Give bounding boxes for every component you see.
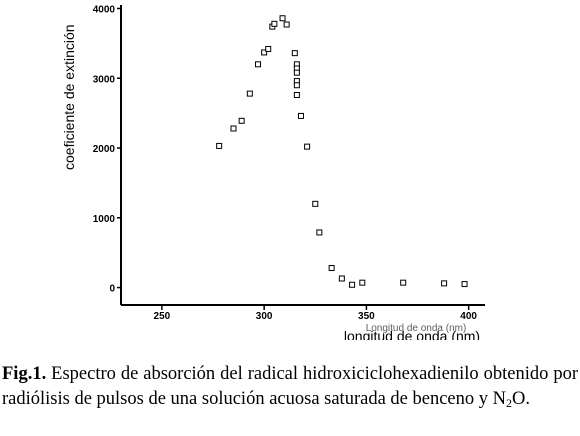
data-point	[216, 142, 223, 149]
x-tick-label: 400	[460, 311, 477, 322]
data-point	[316, 229, 323, 236]
data-point	[359, 279, 366, 286]
y-tick-label: 0	[109, 284, 115, 295]
x-axis-label: longitud de onda (nm)	[344, 328, 480, 340]
data-point	[297, 112, 304, 119]
caption-text: Espectro de absorción del radical hidrox…	[2, 364, 578, 409]
figure-caption: Fig.1. Espectro de absorción del radical…	[2, 362, 578, 412]
data-point	[338, 275, 345, 282]
chart-ticks: 0 1000 2000 3000 4000 250 300 350 400	[93, 4, 478, 322]
chart-points	[216, 15, 468, 288]
data-point	[246, 90, 253, 97]
data-point	[265, 45, 272, 52]
data-point	[349, 281, 356, 288]
data-point	[293, 82, 300, 89]
data-point	[400, 279, 407, 286]
data-point	[441, 280, 448, 287]
y-tick-label: 1000	[93, 214, 116, 225]
caption-text-end: O.	[512, 389, 530, 409]
data-point	[271, 20, 278, 27]
y-tick-label: 4000	[93, 4, 116, 15]
x-tick-label: 300	[256, 311, 273, 322]
x-tick-label: 350	[358, 311, 375, 322]
data-point	[312, 200, 319, 207]
data-point	[293, 69, 300, 76]
data-point	[261, 49, 268, 56]
absorption-spectrum-chart: 0 1000 2000 3000 4000 250 300 350 400 coeficient…	[61, 4, 485, 340]
x-tick-label: 250	[154, 311, 171, 322]
chart-axes	[120, 5, 485, 306]
data-point	[291, 50, 298, 57]
y-axis-label: coeficiente de extinción	[61, 24, 77, 170]
data-point	[293, 92, 300, 98]
data-point	[304, 143, 311, 150]
caption-subscript: 2	[506, 396, 512, 410]
figure-label: Fig.1.	[2, 364, 47, 384]
y-tick-label: 2000	[93, 144, 116, 155]
data-point	[461, 281, 468, 288]
data-point	[279, 15, 286, 22]
data-point	[255, 61, 262, 68]
data-point	[283, 21, 290, 28]
data-point	[238, 117, 245, 124]
data-point	[328, 265, 335, 272]
x-axis-label-overlap: Longitud de onda (nm)	[366, 323, 467, 334]
data-point	[230, 125, 237, 132]
y-tick-label: 3000	[93, 74, 116, 85]
